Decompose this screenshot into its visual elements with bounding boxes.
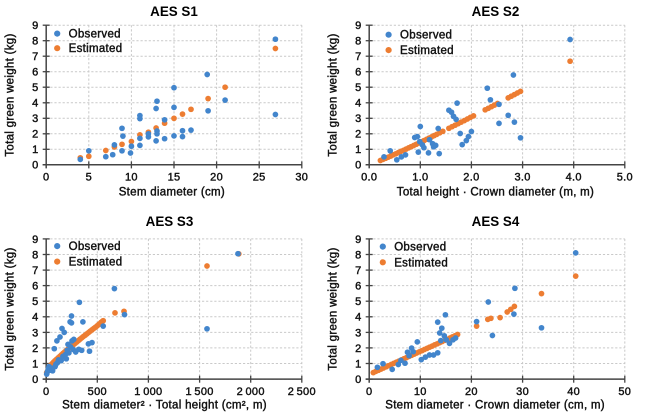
svg-text:1: 1: [32, 144, 38, 156]
svg-text:Observed: Observed: [400, 30, 452, 42]
svg-text:Stem diameter (cm): Stem diameter (cm): [119, 186, 225, 198]
svg-text:7: 7: [32, 265, 38, 277]
svg-text:0.0: 0.0: [361, 171, 377, 183]
svg-text:Estimated: Estimated: [394, 257, 448, 269]
svg-text:15: 15: [168, 171, 181, 183]
svg-text:Estimated: Estimated: [69, 257, 123, 269]
svg-text:40: 40: [567, 386, 580, 398]
svg-text:1 000: 1 000: [134, 386, 162, 398]
svg-text:20: 20: [465, 386, 478, 398]
svg-text:6: 6: [32, 67, 38, 79]
svg-text:50: 50: [618, 386, 631, 398]
svg-text:4: 4: [32, 312, 38, 324]
svg-text:Estimated: Estimated: [69, 43, 123, 55]
svg-text:AES S3: AES S3: [146, 214, 194, 229]
svg-text:Observed: Observed: [69, 29, 121, 41]
svg-text:Observed: Observed: [69, 241, 121, 253]
svg-text:4: 4: [355, 98, 361, 110]
svg-text:8: 8: [355, 36, 361, 48]
svg-text:AES S2: AES S2: [472, 4, 520, 19]
svg-text:9: 9: [355, 20, 361, 32]
svg-text:7: 7: [355, 51, 361, 63]
svg-text:8: 8: [32, 36, 38, 48]
svg-text:1 500: 1 500: [186, 386, 214, 398]
svg-text:9: 9: [355, 234, 361, 246]
svg-text:Total green weight (kg): Total green weight (kg): [5, 33, 17, 156]
svg-text:1: 1: [355, 144, 361, 156]
svg-text:Stem diameter · Crown diameter: Stem diameter · Crown diameter (cm, m): [385, 400, 605, 412]
svg-text:5.0: 5.0: [617, 171, 633, 183]
svg-text:3: 3: [355, 113, 361, 125]
svg-text:0: 0: [366, 386, 372, 398]
svg-text:0: 0: [43, 171, 49, 183]
svg-text:500: 500: [88, 386, 107, 398]
svg-text:5: 5: [86, 171, 92, 183]
svg-text:5: 5: [32, 82, 38, 94]
svg-text:AES S1: AES S1: [150, 4, 198, 19]
svg-text:4: 4: [32, 98, 38, 110]
svg-text:AES S4: AES S4: [472, 214, 520, 229]
svg-text:30: 30: [295, 171, 308, 183]
svg-text:0: 0: [355, 374, 361, 386]
svg-text:0: 0: [355, 160, 361, 172]
svg-text:2.0: 2.0: [463, 171, 479, 183]
svg-text:2: 2: [32, 343, 38, 355]
svg-text:9: 9: [32, 234, 38, 246]
svg-text:4.0: 4.0: [566, 171, 582, 183]
svg-text:25: 25: [253, 171, 266, 183]
svg-text:6: 6: [355, 281, 361, 293]
svg-text:5: 5: [32, 296, 38, 308]
svg-text:0: 0: [43, 386, 49, 398]
svg-text:Stem diameter² · Total height: Stem diameter² · Total height (cm², m): [62, 400, 267, 412]
svg-text:3: 3: [32, 113, 38, 125]
svg-text:3: 3: [32, 327, 38, 339]
svg-text:10: 10: [125, 171, 138, 183]
svg-text:6: 6: [32, 281, 38, 293]
svg-text:7: 7: [355, 265, 361, 277]
svg-text:2: 2: [355, 129, 361, 141]
svg-text:0: 0: [32, 374, 38, 386]
svg-text:2: 2: [32, 129, 38, 141]
svg-text:5: 5: [355, 296, 361, 308]
svg-text:2: 2: [355, 343, 361, 355]
svg-text:10: 10: [414, 386, 427, 398]
svg-text:Observed: Observed: [394, 242, 446, 254]
svg-text:Total green weight (kg): Total green weight (kg): [328, 247, 340, 370]
svg-text:30: 30: [516, 386, 529, 398]
svg-text:Total height · Crown diameter: Total height · Crown diameter (m, m): [397, 186, 594, 198]
svg-text:6: 6: [355, 67, 361, 79]
svg-text:Total green weight (kg): Total green weight (kg): [5, 247, 17, 370]
svg-text:4: 4: [355, 312, 361, 324]
svg-text:1: 1: [355, 358, 361, 370]
svg-text:8: 8: [32, 249, 38, 261]
svg-text:8: 8: [355, 249, 361, 261]
svg-text:3.0: 3.0: [514, 171, 530, 183]
svg-text:3: 3: [355, 327, 361, 339]
svg-text:5: 5: [355, 82, 361, 94]
svg-text:2 500: 2 500: [288, 386, 316, 398]
svg-text:0: 0: [32, 160, 38, 172]
svg-text:9: 9: [32, 20, 38, 32]
svg-text:20: 20: [210, 171, 223, 183]
svg-text:1.0: 1.0: [412, 171, 428, 183]
svg-text:Estimated: Estimated: [400, 45, 454, 57]
svg-text:Total green weight (kg): Total green weight (kg): [328, 33, 340, 156]
svg-text:7: 7: [32, 51, 38, 63]
svg-text:2 000: 2 000: [237, 386, 265, 398]
svg-text:1: 1: [32, 358, 38, 370]
